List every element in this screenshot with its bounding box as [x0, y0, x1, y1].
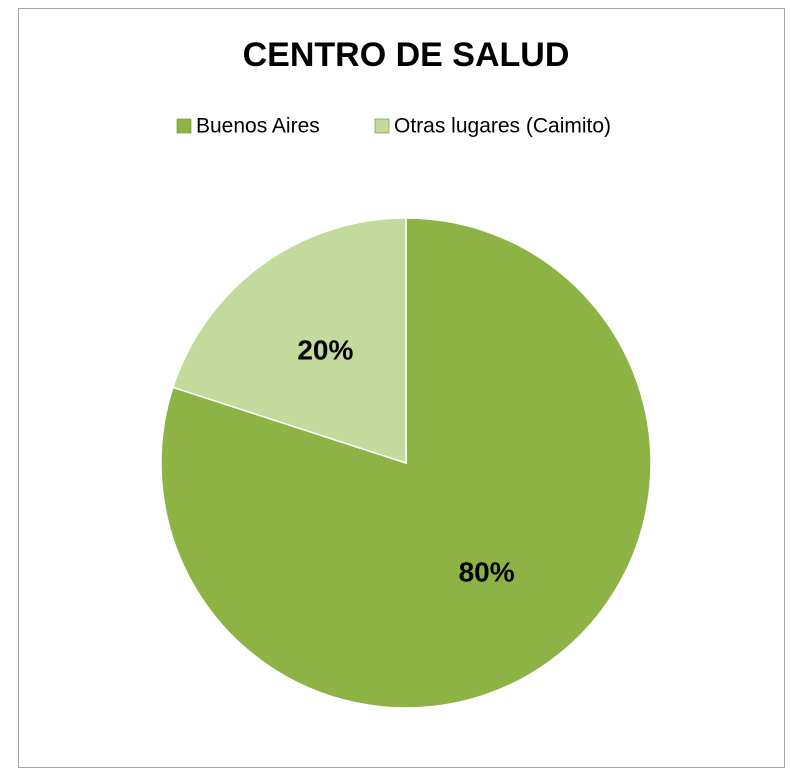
data-label: 80%: [459, 556, 515, 587]
legend-swatch: [176, 118, 192, 134]
legend-label: Buenos Aires: [196, 115, 320, 138]
pie-slice: [160, 217, 652, 709]
data-label: 20%: [297, 334, 353, 365]
chart-title: CENTRO DE SALUD: [243, 36, 570, 74]
pie-slice: [172, 217, 407, 465]
pie: 80% 20%: [160, 217, 652, 709]
legend-swatch: [374, 118, 390, 134]
legend-label: Otras lugares (Caimito): [394, 115, 611, 138]
legend: Buenos Aires Otras lugares (Caimito): [176, 115, 611, 138]
